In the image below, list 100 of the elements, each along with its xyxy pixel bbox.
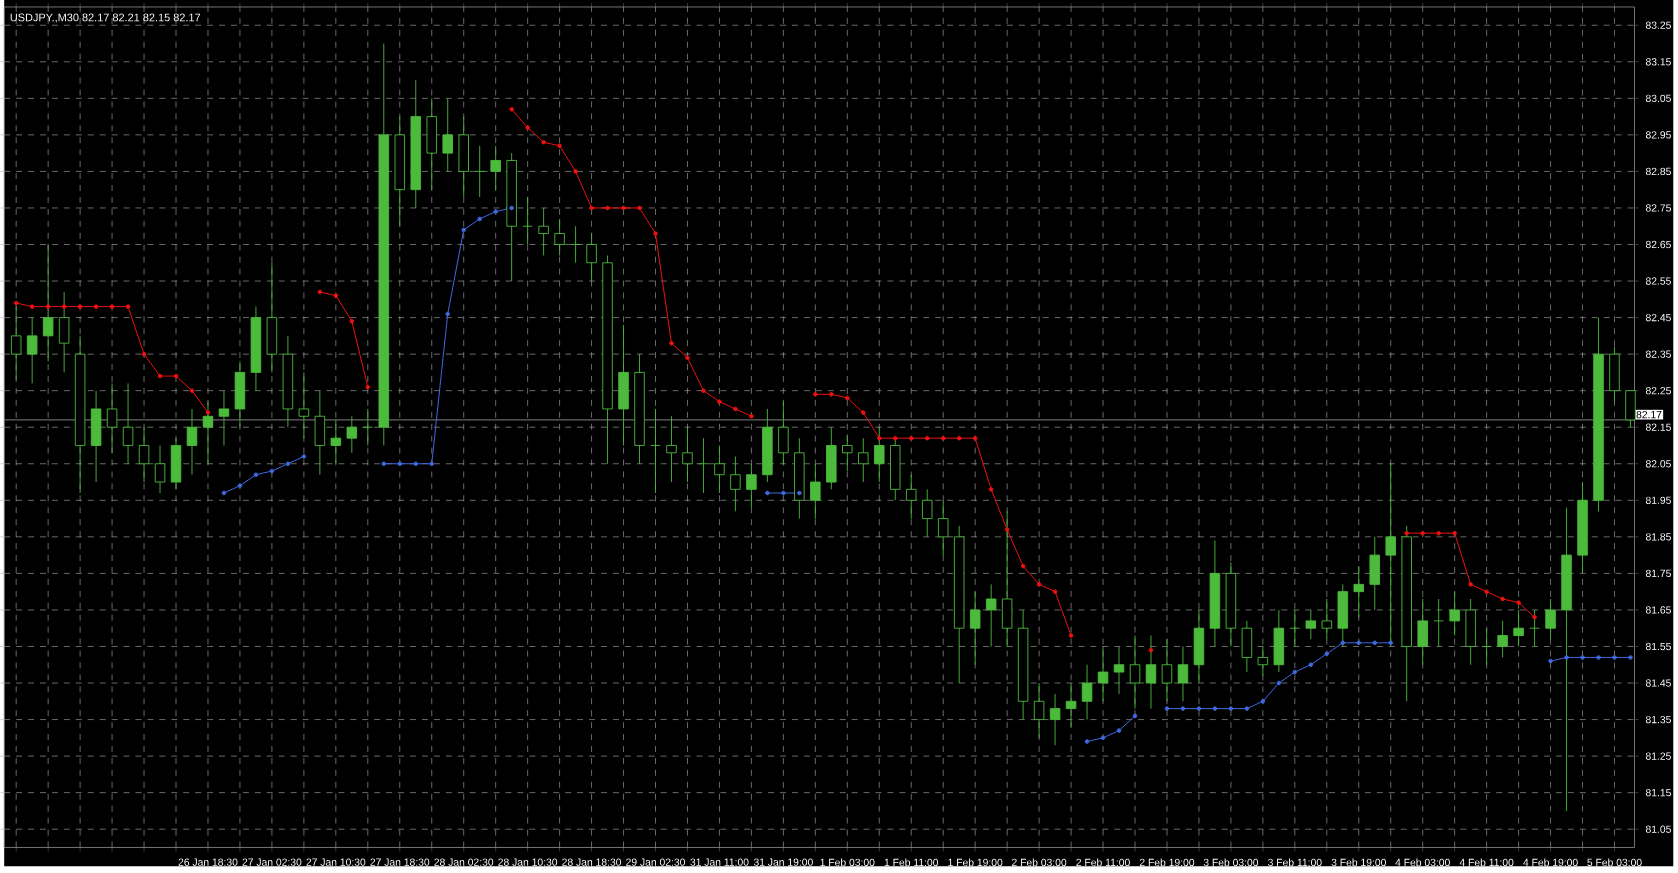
candlestick <box>586 233 597 282</box>
candlestick <box>1545 598 1556 640</box>
point <box>1340 640 1346 646</box>
candlestick <box>1513 609 1524 648</box>
point <box>333 293 339 299</box>
point <box>924 436 930 441</box>
point <box>509 107 514 112</box>
point <box>765 490 770 496</box>
y-tick-label: 82.95 <box>1645 131 1671 139</box>
candlestick <box>186 408 198 476</box>
x-tick-label: 4 Feb 19:00 <box>1523 858 1578 867</box>
x-tick-label: 4 Feb 03:00 <box>1395 858 1450 867</box>
point <box>1436 531 1441 536</box>
candlestick <box>746 463 757 509</box>
point <box>349 319 355 324</box>
point <box>93 304 99 310</box>
point <box>813 392 818 397</box>
point <box>1596 655 1601 660</box>
candlestick <box>1353 565 1365 618</box>
point <box>253 472 259 478</box>
candlestick <box>1257 646 1269 677</box>
candlestick <box>1449 591 1460 637</box>
point <box>940 436 946 441</box>
y-tick-label: 81.85 <box>1645 533 1671 541</box>
point <box>269 468 275 474</box>
candlestick <box>570 225 581 264</box>
y-tick-label: 81.65 <box>1645 606 1671 614</box>
ref-line-label: 82.17 <box>1636 411 1662 419</box>
candlestick <box>858 437 869 483</box>
y-tick-label: 81.15 <box>1645 789 1671 797</box>
candlestick <box>1049 693 1061 746</box>
point <box>157 373 163 379</box>
point <box>445 311 451 317</box>
candlestick <box>969 591 981 666</box>
candlestick <box>730 456 741 512</box>
point <box>1004 527 1010 532</box>
x-tick-label: 28 Jan 18:30 <box>562 858 622 866</box>
point <box>1228 706 1234 712</box>
point <box>509 205 514 211</box>
point <box>1036 582 1042 587</box>
x-tick-label: 27 Jan 18:30 <box>370 858 430 866</box>
x-tick-label: 31 Jan 19:00 <box>753 858 813 866</box>
x-tick-label: 2 Feb 03:00 <box>1012 858 1067 867</box>
candlestick <box>874 426 885 483</box>
point <box>1388 640 1394 646</box>
point <box>1404 531 1410 536</box>
x-tick-label: 27 Jan 10:30 <box>306 858 366 866</box>
point <box>109 304 115 310</box>
point <box>1100 735 1106 741</box>
y-tick-label: 81.35 <box>1645 716 1671 724</box>
point <box>1580 655 1585 660</box>
point <box>1356 640 1362 646</box>
candlestick <box>26 317 38 384</box>
candlestick <box>474 145 485 198</box>
candlestick <box>905 474 917 520</box>
x-tick-label: 2 Feb 11:00 <box>1076 858 1130 867</box>
point <box>237 483 243 489</box>
y-tick-label: 81.55 <box>1645 642 1671 651</box>
x-tick-label: 1 Feb 11:00 <box>884 858 939 867</box>
point <box>621 205 626 211</box>
point <box>1500 596 1505 602</box>
candlestick <box>138 426 150 483</box>
candlestick <box>682 426 693 483</box>
point <box>1244 706 1250 712</box>
point <box>13 300 19 306</box>
candlestick <box>698 437 709 494</box>
y-tick-label: 83.05 <box>1645 94 1671 103</box>
x-tick-label: 4 Feb 11:00 <box>1459 858 1514 867</box>
candlestick <box>346 415 358 454</box>
point <box>637 205 642 211</box>
point <box>317 289 323 295</box>
x-tick-label: 29 Jan 02:30 <box>626 858 686 866</box>
point <box>1116 728 1122 733</box>
y-tick-label: 82.05 <box>1645 460 1671 468</box>
y-tick-label: 81.25 <box>1645 752 1671 760</box>
point <box>1196 706 1202 712</box>
point <box>1628 655 1633 660</box>
y-tick-label: 81.75 <box>1645 569 1671 578</box>
point <box>972 436 978 441</box>
y-tick-label: 81.45 <box>1645 679 1671 687</box>
x-tick-label: 1 Feb 03:00 <box>820 858 875 867</box>
point <box>29 304 35 310</box>
candlestick <box>10 306 22 381</box>
x-tick-label: 31 Jan 11:00 <box>690 858 749 866</box>
point <box>1420 531 1425 536</box>
x-tick-label: 3 Feb 03:00 <box>1203 858 1259 867</box>
point <box>669 341 674 346</box>
x-tick-label: 2 Feb 19:00 <box>1139 858 1195 867</box>
x-tick-label: 5 Feb 03:00 <box>1587 858 1642 867</box>
candlestick <box>1321 598 1333 640</box>
point <box>1148 647 1154 653</box>
point <box>1276 680 1282 686</box>
point <box>653 231 658 236</box>
y-tick-label: 82.45 <box>1645 314 1671 322</box>
point <box>733 406 738 412</box>
point <box>1484 589 1489 595</box>
candlestick <box>330 419 342 465</box>
candlestick <box>122 383 134 465</box>
point <box>1548 658 1553 664</box>
point <box>301 454 307 459</box>
